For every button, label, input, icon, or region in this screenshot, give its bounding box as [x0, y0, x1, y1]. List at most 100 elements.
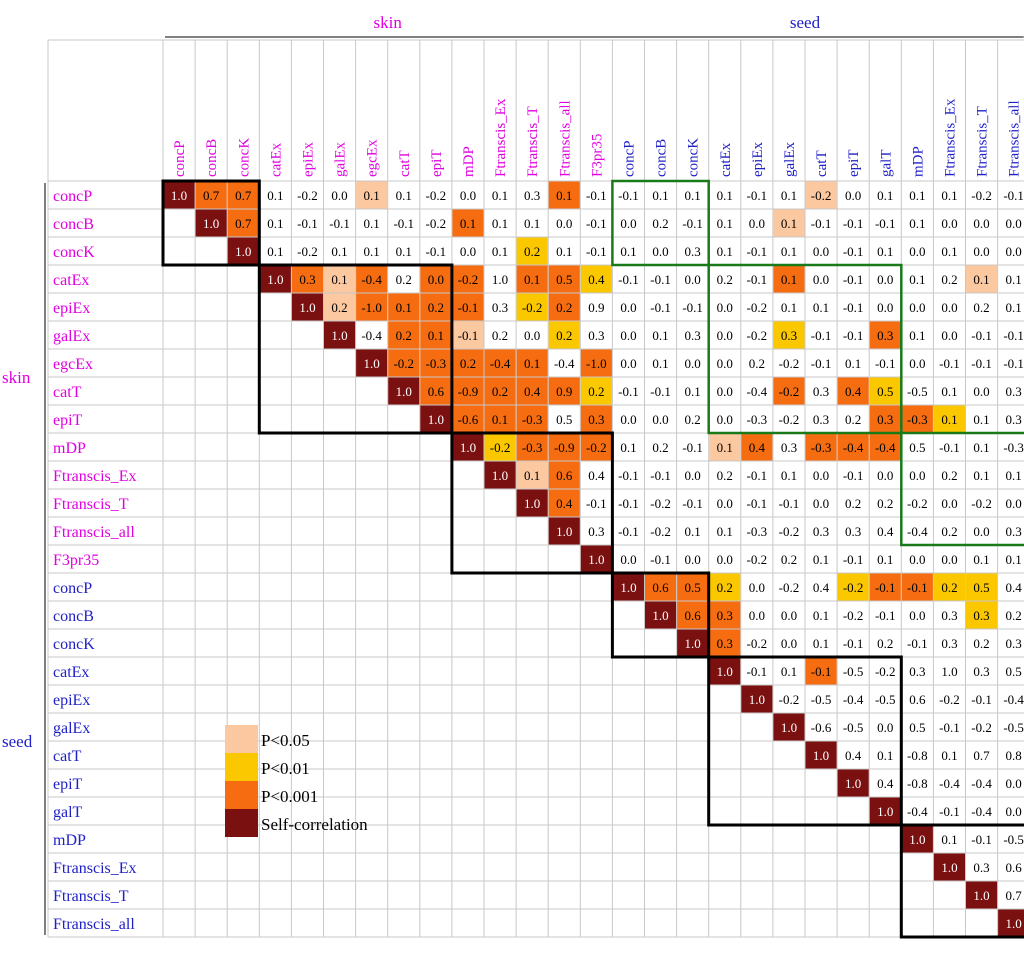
row-label: Ftranscis_T: [53, 496, 129, 513]
heatmap-cell: [291, 265, 323, 293]
cell-value-label: -0.1: [907, 580, 928, 595]
heatmap-cell: [677, 601, 709, 629]
cell-value-label: -0.1: [458, 328, 479, 343]
heatmap-cell: [516, 293, 548, 321]
heatmap-cell: [484, 349, 516, 377]
cell-value-label: 0.0: [524, 328, 540, 343]
cell-value-label: 0.3: [588, 524, 604, 539]
column-label: Ftranscis_T: [525, 106, 541, 177]
cell-value-label: 1.0: [813, 748, 829, 763]
cell-value-label: 0.1: [781, 244, 797, 259]
legend: P<0.05 P<0.01 P<0.001 Self-correlation: [225, 725, 368, 837]
cell-value-label: -0.3: [811, 440, 832, 455]
cell-value-label: 0.3: [973, 664, 989, 679]
heatmap-cell: [837, 433, 869, 461]
cell-value-label: 1.0: [524, 496, 540, 511]
heatmap-cell: [484, 433, 516, 461]
cell-value-label: 0.3: [588, 412, 604, 427]
cell-value-label: 0.1: [941, 384, 957, 399]
cell-value-label: 0.0: [877, 272, 893, 287]
group-labels: skin skin seed seed: [2, 13, 1024, 935]
cell-value-label: 0.1: [396, 300, 412, 315]
heatmap-cell: [933, 573, 965, 601]
cell-value-label: -0.1: [329, 216, 350, 231]
heatmap-cell: [805, 181, 837, 209]
cell-value-label: -0.1: [618, 188, 639, 203]
cell-value-label: 0.4: [845, 748, 862, 763]
cell-value-label: 0.1: [524, 468, 540, 483]
cell-value-label: 0.1: [1006, 468, 1022, 483]
heatmap-cell: [966, 573, 998, 601]
cell-value-label: 0.2: [845, 412, 861, 427]
cell-value-label: 0.1: [781, 300, 797, 315]
heatmap-cell: [452, 405, 484, 433]
heatmap-cell: [388, 349, 420, 377]
cell-value-label: 0.1: [813, 636, 829, 651]
cell-value-label: 0.0: [813, 468, 829, 483]
row-label: epiT: [53, 412, 83, 429]
cell-value-label: 0.0: [749, 580, 765, 595]
heatmap-cell: [356, 265, 388, 293]
diagonal-block: [450, 431, 614, 575]
column-label: concK: [686, 138, 702, 177]
cell-value-label: 0.1: [492, 216, 508, 231]
row-label: concP: [53, 188, 92, 205]
heatmap-cell: [388, 321, 420, 349]
cell-value-label: -0.5: [875, 692, 896, 707]
heatmap-cell: [966, 601, 998, 629]
cell-value-label: -0.1: [875, 580, 896, 595]
column-label: galT: [878, 150, 894, 178]
heatmap-cell: [548, 433, 580, 461]
cell-value-label: 0.0: [1006, 496, 1022, 511]
cell-value-label: 0.6: [909, 692, 926, 707]
cell-value-label: 0.1: [973, 440, 989, 455]
heatmap-cell: [901, 405, 933, 433]
heatmap-cell: [420, 321, 452, 349]
cell-value-label: -0.2: [875, 664, 896, 679]
cell-value-label: 0.0: [717, 384, 733, 399]
cell-value-label: -0.2: [811, 188, 832, 203]
cell-value-label: -0.1: [650, 552, 671, 567]
heatmap-cell: [869, 377, 901, 405]
cell-value-label: 0.0: [717, 496, 733, 511]
cell-value-label: 0.2: [492, 328, 508, 343]
cell-value-label: 0.0: [620, 300, 636, 315]
row-label: concB: [53, 216, 94, 233]
cell-value-label: 0.1: [941, 832, 957, 847]
cell-value-label: 0.3: [941, 608, 957, 623]
cell-value-label: 0.3: [717, 636, 733, 651]
cell-value-label: -1.0: [586, 356, 607, 371]
heatmap-cells: 1.0 0.7 0.7 0.1 -0.2 0.0 0.1 0.1 -0.2 0.0 0.1 0.3 0.…: [163, 181, 1024, 937]
cell-value-label: -0.2: [971, 496, 992, 511]
heatmap-cell: [452, 349, 484, 377]
cell-value-label: -0.2: [779, 412, 800, 427]
cell-value-label: -0.4: [1003, 692, 1024, 707]
heatmap-cell: [291, 293, 323, 321]
cell-value-label: 1.0: [235, 244, 251, 259]
cell-value-label: -0.1: [843, 300, 864, 315]
cell-value-label: -0.1: [875, 608, 896, 623]
cell-value-label: 0.0: [909, 356, 925, 371]
cell-value-label: -0.6: [458, 412, 479, 427]
cell-value-label: 0.1: [620, 440, 636, 455]
cell-value-label: -0.3: [747, 412, 768, 427]
cell-value-label: 0.1: [331, 272, 347, 287]
cell-value-label: 0.0: [941, 328, 957, 343]
cell-value-label: -0.9: [458, 384, 479, 399]
cell-value-label: -0.2: [779, 356, 800, 371]
cell-value-label: -0.3: [522, 412, 543, 427]
cell-value-label: 0.0: [973, 216, 989, 231]
cell-value-label: 1.0: [492, 272, 508, 287]
cell-value-label: 0.2: [717, 272, 733, 287]
cell-value-label: -0.4: [939, 776, 960, 791]
heatmap-cell: [773, 713, 805, 741]
cell-value-label: 0.1: [717, 188, 733, 203]
cell-value-label: -0.9: [554, 440, 575, 455]
cell-value-label: 0.0: [909, 300, 925, 315]
heatmap-cell: [837, 573, 869, 601]
cell-value-label: 0.2: [717, 468, 733, 483]
column-label: mDP: [910, 146, 926, 177]
cell-value-label: 0.0: [909, 608, 925, 623]
cell-value-label: 0.0: [749, 216, 765, 231]
